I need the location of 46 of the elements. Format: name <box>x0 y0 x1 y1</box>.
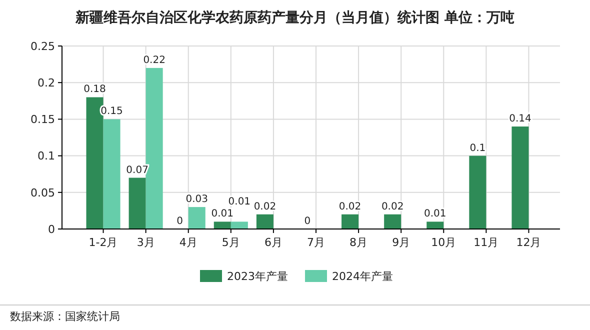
source-note: 数据来源：国家统计局 <box>10 310 120 323</box>
x-tick-label: 3月 <box>136 236 155 249</box>
data-label: 0.14 <box>509 114 532 125</box>
y-tick-label: 0.15 <box>30 113 55 126</box>
data-label: 0.01 <box>424 208 446 220</box>
data-label: 0.02 <box>338 201 362 212</box>
x-tick-label: 11月 <box>474 236 499 249</box>
x-tick-label: 6月 <box>264 236 282 249</box>
x-tick-label: 9月 <box>392 236 410 249</box>
x-tick-label: 10月 <box>431 236 456 249</box>
chart-title: 新疆维吾尔自治区化学农药原药产量分月（当月值）统计图 单位：万吨 <box>74 9 514 26</box>
data-label: 0.01 <box>211 208 234 220</box>
bar <box>342 214 359 229</box>
y-tick-label: 0.25 <box>30 40 55 53</box>
x-tick-label: 8月 <box>350 236 368 249</box>
y-tick-label: 0 <box>48 222 55 236</box>
data-label: 0.01 <box>228 196 251 208</box>
data-label: 0 <box>176 216 184 227</box>
data-label: 0.18 <box>84 84 106 96</box>
data-label: 0.02 <box>381 201 404 212</box>
legend-label: 2023年产量 <box>227 270 288 283</box>
data-label: 0.02 <box>254 201 276 212</box>
y-tick-label: 0.2 <box>38 76 55 90</box>
bar <box>128 178 146 229</box>
x-tick-label: 4月 <box>179 236 198 249</box>
x-tick-label: 1-2月 <box>88 236 118 249</box>
legend-label: 2024年产量 <box>332 270 393 283</box>
x-tick-label: 7月 <box>307 236 325 249</box>
bar <box>230 222 248 229</box>
data-label: 0.03 <box>186 194 208 206</box>
bar <box>188 207 206 229</box>
y-tick-label: 0.05 <box>30 186 55 200</box>
bar <box>146 68 163 229</box>
x-tick-label: 12月 <box>516 236 542 249</box>
bar <box>103 119 120 229</box>
bar <box>384 214 402 229</box>
bar <box>214 222 231 229</box>
data-label: 0.22 <box>143 54 166 66</box>
bar <box>256 214 274 229</box>
x-tick-label: 5月 <box>222 236 240 249</box>
y-tick-label: 0.1 <box>38 150 55 163</box>
data-label: 0 <box>304 216 311 227</box>
bar <box>512 126 529 229</box>
data-label: 0.1 <box>470 142 486 154</box>
bar <box>426 222 444 229</box>
bar <box>469 156 486 229</box>
